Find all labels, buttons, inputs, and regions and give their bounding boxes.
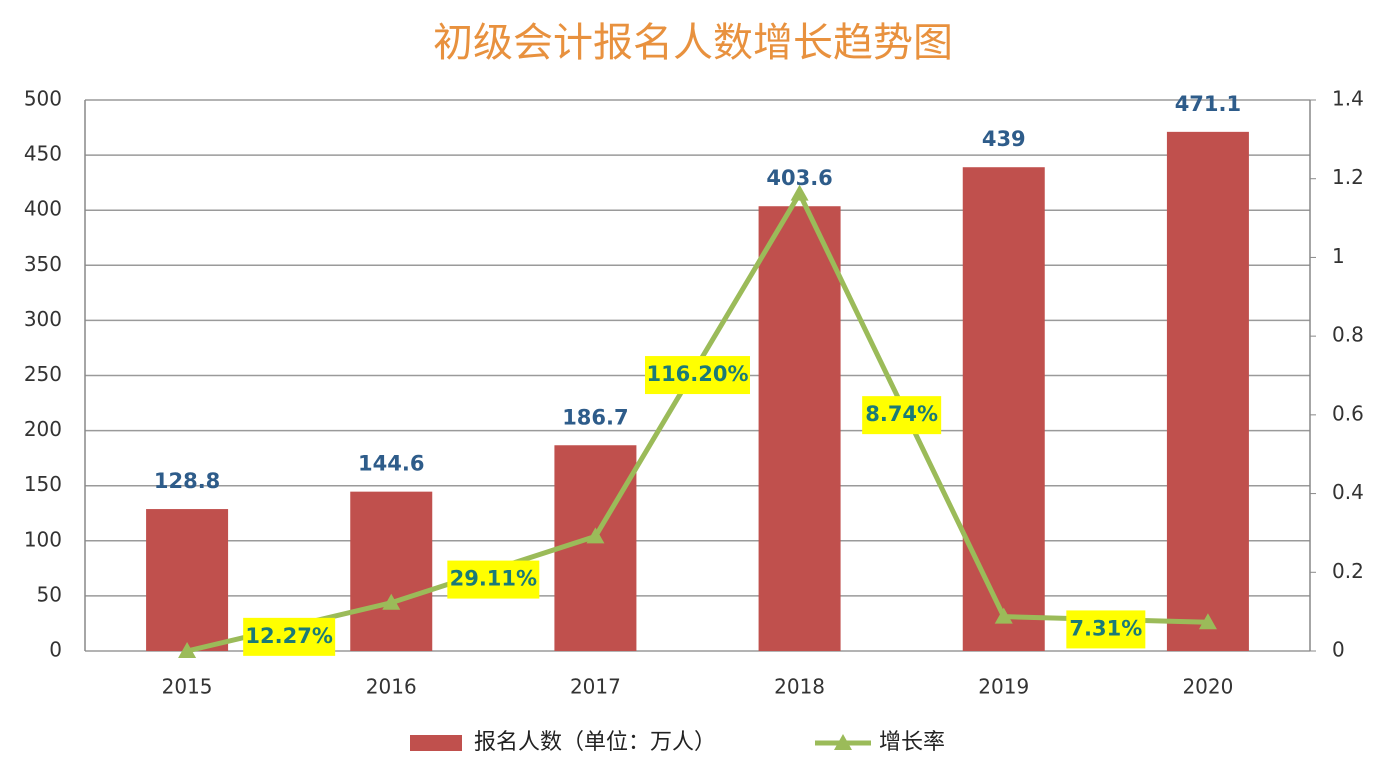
legend-label: 增长率 [879,730,945,755]
y-tick-label: 350 [24,252,62,276]
line-value-label: 8.74% [865,402,938,426]
bar-value-label: 471.1 [1175,92,1241,116]
line-marker [1198,613,1217,630]
line-marker [586,527,605,544]
bar-value-label: 439 [982,127,1026,151]
x-tick-label: 2017 [570,675,621,699]
y2-tick-label: 0.2 [1332,559,1364,583]
y2-tick-label: 1 [1332,244,1345,268]
value-label-bg [447,560,540,599]
y-tick-label: 250 [24,362,62,386]
y-tick-label: 50 [37,582,62,606]
y-tick-label: 100 [24,527,62,551]
line [186,188,1208,654]
x-tick-label: 2020 [1182,675,1233,699]
value-label-bg [1066,610,1146,649]
legend-marker [834,734,852,750]
value-label-bg [243,617,336,656]
value-label-bg [645,356,750,395]
y-tick-label: 150 [24,472,62,496]
bar-value-label: 186.7 [562,405,628,429]
line-marker [994,607,1013,624]
y2-tick-label: 0.4 [1332,480,1364,504]
line-value-label: 116.20% [646,362,748,386]
y-tick-label: 450 [24,142,62,166]
bar [1166,131,1249,652]
x-tick-label: 2018 [774,675,825,699]
x-tick-label: 2019 [978,675,1029,699]
x-tick-label: 2016 [366,675,417,699]
bar [350,491,433,651]
line-marker [790,184,809,201]
bar-value-label: 144.6 [358,452,424,476]
line-marker [178,642,197,658]
bar [962,167,1045,652]
line-value-label: 7.31% [1069,616,1142,640]
legend-swatch [410,735,462,751]
y2-tick-label: 0.8 [1332,323,1364,347]
y2-tick-label: 1.2 [1332,165,1364,189]
y-tick-label: 400 [24,197,62,221]
y-tick-label: 0 [49,638,62,662]
y2-tick-label: 0 [1332,638,1345,662]
y2-tick-label: 0.6 [1332,401,1364,425]
x-tick-label: 2015 [162,675,213,699]
line-marker [382,593,401,610]
y2-tick-label: 1.4 [1332,87,1364,111]
chart-title: 初级会计报名人数增长趋势图 [433,20,953,66]
line-value-label: 29.11% [450,567,537,591]
y-tick-label: 200 [24,417,62,441]
bar [758,206,841,652]
bar-value-label: 128.8 [154,469,220,493]
y-tick-label: 500 [24,87,62,111]
y-tick-label: 300 [24,307,62,331]
line-value-label: 12.27% [245,624,332,648]
legend-label: 报名人数（单位：万人） [474,730,716,755]
value-label-bg [862,396,942,435]
bar [554,445,637,651]
bar [146,509,229,651]
